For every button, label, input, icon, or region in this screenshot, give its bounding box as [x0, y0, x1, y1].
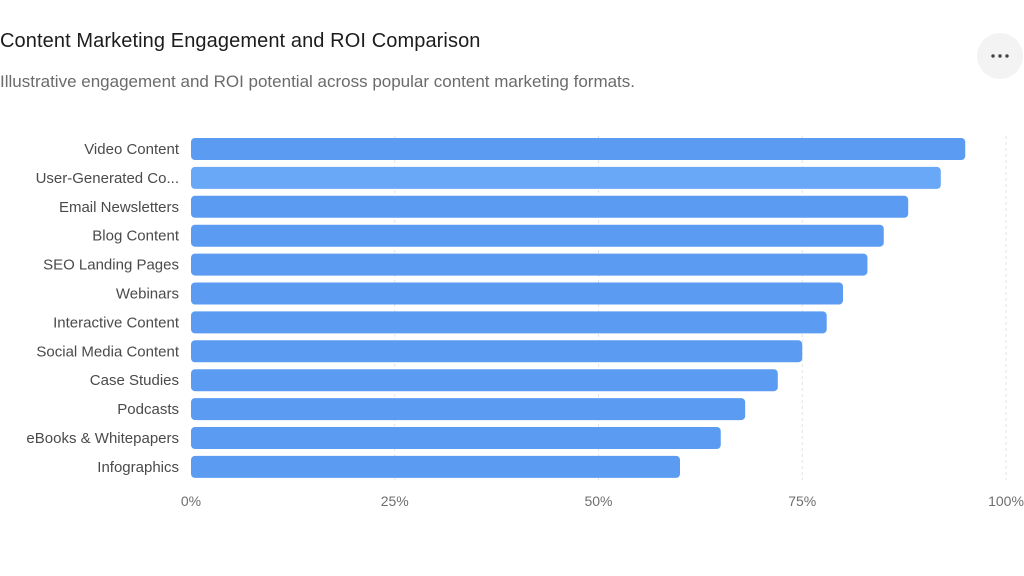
- bar[interactable]: [191, 138, 966, 160]
- category-label: SEO Landing Pages: [43, 257, 179, 274]
- bar[interactable]: [191, 311, 827, 334]
- bar[interactable]: [191, 282, 843, 305]
- bar[interactable]: [191, 427, 721, 449]
- category-label: User-Generated Co...: [36, 170, 179, 187]
- category-label: eBooks & Whitepapers: [26, 430, 179, 447]
- category-label: Social Media Content: [36, 343, 179, 360]
- bar[interactable]: [191, 340, 803, 363]
- x-tick-label: 75%: [788, 493, 816, 509]
- x-tick-label: 0%: [181, 493, 201, 509]
- category-label: Interactive Content: [53, 314, 180, 331]
- bar[interactable]: [191, 253, 868, 276]
- bar[interactable]: [191, 369, 778, 392]
- category-label: Email Newsletters: [59, 199, 179, 216]
- bar[interactable]: [191, 455, 680, 478]
- bar[interactable]: [191, 166, 941, 189]
- more-options-button[interactable]: [977, 33, 1023, 79]
- category-label: Webinars: [116, 286, 179, 303]
- category-label: Infographics: [97, 459, 179, 476]
- x-tick-label: 25%: [381, 493, 409, 509]
- category-label: Podcasts: [117, 401, 179, 418]
- category-label: Video Content: [84, 141, 180, 158]
- chart-subtitle: Illustrative engagement and ROI potentia…: [0, 72, 636, 91]
- category-label: Case Studies: [90, 372, 179, 389]
- more-horizontal-icon: [991, 54, 1009, 58]
- bar[interactable]: [191, 224, 884, 247]
- bar[interactable]: [191, 195, 909, 218]
- x-tick-label: 100%: [988, 493, 1024, 509]
- category-label: Blog Content: [92, 228, 180, 245]
- bar[interactable]: [191, 398, 746, 421]
- x-tick-label: 50%: [584, 493, 612, 509]
- chart-title: Content Marketing Engagement and ROI Com…: [0, 30, 481, 52]
